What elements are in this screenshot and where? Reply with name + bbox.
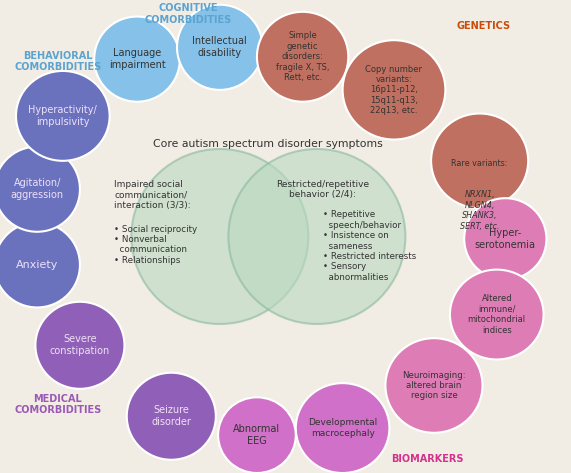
- Ellipse shape: [0, 147, 80, 232]
- Text: Developmental
macrocephaly: Developmental macrocephaly: [308, 418, 377, 438]
- Ellipse shape: [177, 5, 263, 90]
- Ellipse shape: [464, 198, 546, 280]
- Text: Core autism spectrum disorder symptoms: Core autism spectrum disorder symptoms: [154, 139, 383, 149]
- Text: MEDICAL
COMORBIDITIES: MEDICAL COMORBIDITIES: [14, 394, 102, 415]
- Text: Copy number
variants:
16p11-p12,
15q11-q13,
22q13, etc.: Copy number variants: 16p11-p12, 15q11-q…: [365, 65, 423, 115]
- Text: Rare variants:: Rare variants:: [452, 158, 508, 168]
- Text: Impaired social
communication/
interaction (3/3):: Impaired social communication/ interacti…: [114, 180, 191, 210]
- Ellipse shape: [35, 302, 124, 389]
- Text: Abnormal
EEG: Abnormal EEG: [234, 424, 280, 446]
- Ellipse shape: [296, 383, 389, 473]
- Text: Intellectual
disability: Intellectual disability: [192, 36, 247, 58]
- Text: Severe
constipation: Severe constipation: [50, 334, 110, 356]
- Ellipse shape: [0, 222, 80, 307]
- Ellipse shape: [228, 149, 405, 324]
- Text: • Repetitive
  speech/behavior
• Insistence on
  sameness
• Restricted interests: • Repetitive speech/behavior • Insistenc…: [323, 210, 416, 282]
- Ellipse shape: [127, 373, 216, 460]
- Text: Hyper-
serotonemia: Hyper- serotonemia: [475, 228, 536, 250]
- Text: Simple
genetic
disorders:
fragile X, TS,
Rett, etc.: Simple genetic disorders: fragile X, TS,…: [276, 32, 329, 82]
- Text: NRXN1,
NLGN4,
SHANK3,
SERT, etc.: NRXN1, NLGN4, SHANK3, SERT, etc.: [460, 191, 499, 231]
- Text: COGNITIVE
COMORBIDITIES: COGNITIVE COMORBIDITIES: [145, 3, 232, 25]
- Text: Seizure
disorder: Seizure disorder: [151, 405, 191, 427]
- Ellipse shape: [343, 40, 445, 140]
- Text: Agitation/
aggression: Agitation/ aggression: [10, 178, 64, 200]
- Text: BEHAVIORAL
COMORBIDITIES: BEHAVIORAL COMORBIDITIES: [14, 51, 102, 72]
- Ellipse shape: [218, 397, 296, 473]
- Text: Neuroimaging:
altered brain
region size: Neuroimaging: altered brain region size: [402, 370, 466, 401]
- Text: • Social reciprocity
• Nonverbal
  communication
• Relationships: • Social reciprocity • Nonverbal communi…: [114, 225, 198, 265]
- Text: GENETICS: GENETICS: [457, 21, 511, 31]
- Ellipse shape: [131, 149, 308, 324]
- Ellipse shape: [385, 338, 482, 433]
- Text: Language
impairment: Language impairment: [108, 48, 166, 70]
- Ellipse shape: [450, 270, 544, 359]
- Text: Altered
immune/
mitochondrial
indices: Altered immune/ mitochondrial indices: [468, 295, 526, 334]
- Ellipse shape: [94, 17, 180, 102]
- Text: Anxiety: Anxiety: [16, 260, 58, 270]
- Ellipse shape: [431, 114, 528, 208]
- Text: Hyperactivity/
impulsivity: Hyperactivity/ impulsivity: [29, 105, 97, 127]
- Text: BIOMARKERS: BIOMARKERS: [391, 454, 464, 464]
- Text: Restricted/repetitive
behavior (2/4):: Restricted/repetitive behavior (2/4):: [276, 180, 369, 199]
- Ellipse shape: [16, 71, 110, 161]
- Ellipse shape: [257, 12, 348, 102]
